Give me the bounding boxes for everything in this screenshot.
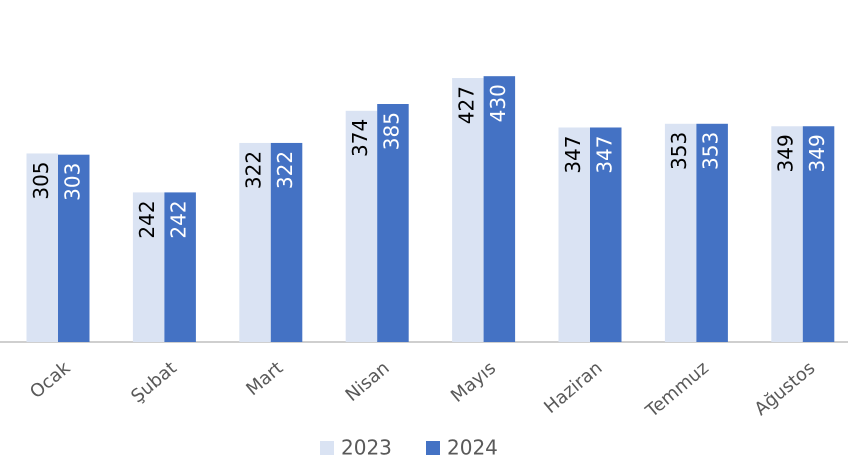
bar — [696, 123, 728, 342]
data-label: 353 — [699, 132, 723, 170]
x-tick-label: Şubat — [127, 358, 181, 408]
data-label: 349 — [774, 134, 798, 172]
data-label: 305 — [29, 161, 53, 199]
x-tick-label: Haziran — [540, 358, 606, 418]
bar — [590, 127, 622, 342]
x-tick-label: Mayıs — [447, 358, 500, 407]
bar — [483, 76, 516, 342]
bar — [771, 126, 803, 342]
bar — [345, 110, 378, 342]
bar — [26, 153, 58, 342]
x-tick-label: Mart — [242, 358, 287, 400]
data-label: 349 — [805, 134, 829, 172]
legend-label: 2023 — [341, 436, 392, 460]
data-label: 242 — [167, 200, 191, 238]
data-label: 374 — [348, 119, 372, 157]
bar — [58, 154, 90, 342]
legend-swatch — [320, 441, 334, 455]
x-tick-label: Ağustos — [751, 358, 820, 420]
data-label: 322 — [242, 151, 266, 189]
data-label: 242 — [135, 200, 159, 238]
bar — [558, 127, 590, 342]
bar — [239, 142, 271, 342]
data-label: 385 — [379, 112, 403, 150]
bar — [164, 192, 196, 342]
bar — [270, 142, 303, 342]
data-label: 322 — [273, 151, 297, 189]
bar — [452, 78, 484, 342]
bar — [132, 192, 165, 342]
legend-swatch — [426, 441, 440, 455]
bar — [802, 126, 835, 342]
x-tick-label: Nisan — [342, 358, 394, 406]
bar — [377, 104, 409, 342]
data-label: 303 — [60, 163, 84, 201]
data-label: 427 — [454, 86, 478, 124]
bar — [664, 123, 697, 342]
data-label: 353 — [667, 132, 691, 170]
data-label: 430 — [486, 84, 510, 122]
data-label: 347 — [561, 135, 585, 173]
x-tick-label: Ocak — [26, 357, 75, 403]
data-label: 347 — [592, 135, 616, 173]
x-tick-label: Temmuz — [641, 358, 713, 423]
legend-label: 2024 — [447, 436, 498, 460]
